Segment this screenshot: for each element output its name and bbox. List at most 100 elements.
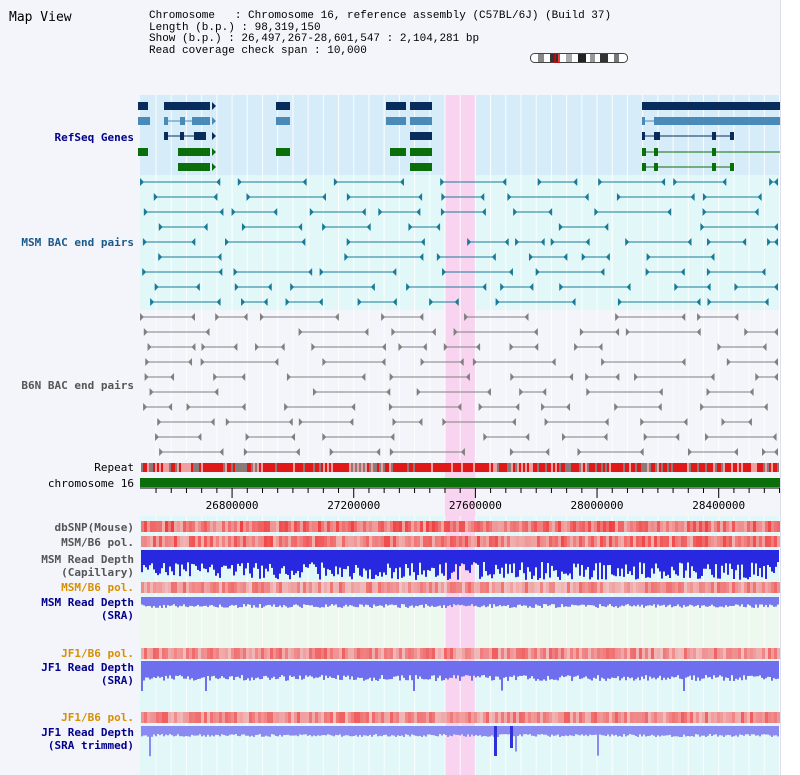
jf1-b6-pol-2-label[interactable]: JF1/B6 pol. (61, 711, 134, 724)
jf1-sra-depth-bar (217, 661, 219, 680)
jf1-b6-pol-label[interactable]: JF1/B6 pol. (61, 647, 134, 660)
jf1-trimmed-depth-bar (217, 726, 219, 735)
chromosome-label[interactable]: chromosome 16 (47, 477, 134, 490)
msm-capillary-depth-bar (193, 550, 195, 565)
b6n-bac-pair-end (214, 388, 219, 396)
msm-b6-pol-2-cell (483, 582, 486, 593)
dbsnp-cell (441, 521, 444, 532)
msm-capillary-depth-bar (395, 550, 397, 569)
msm-b6-pol-cell (288, 536, 291, 547)
msm-capillary-depth-bar (511, 550, 513, 573)
jf1-sra-depth-bar (499, 661, 501, 680)
dbsnp-cell (438, 521, 441, 532)
msm-sra-depth-bar (671, 597, 673, 608)
b6n-bac-pair-end (687, 448, 692, 456)
jf1-trimmed-depth-bar (453, 726, 455, 735)
jf1-b6-pol-cell (405, 648, 408, 659)
jf1-b6-pol-2-cell (177, 712, 180, 723)
msm-b6-pol-2-cell (294, 582, 297, 593)
msm-b6-pol-label[interactable]: MSM/B6 pol. (61, 536, 134, 549)
jf1-trimmed-depth-bar (447, 726, 449, 737)
chromosome-ideogram[interactable] (530, 53, 628, 63)
jf1-b6-pol-2-cell (594, 712, 597, 723)
refseq-label[interactable]: RefSeq Genes (54, 131, 134, 144)
jf1-trimmed-depth-bar (627, 726, 629, 736)
msm-read-depth-sra-label[interactable]: MSM Read Depth (41, 596, 134, 609)
msm-sra-depth-bar (307, 597, 309, 605)
msm-capillary-depth-bar (555, 550, 557, 571)
jf1-sra-depth-bar (289, 661, 291, 676)
msm-b6-pol-2-label[interactable]: MSM/B6 pol. (61, 581, 134, 594)
msm-b6-pol-2-cell (291, 582, 294, 593)
msm-b6-pol-2-cell (213, 582, 216, 593)
jf1-b6-pol-cell (603, 648, 606, 659)
jf1-sra-depth-bar (649, 661, 651, 677)
b6n-bac-pair-end (140, 313, 145, 321)
repeat-cell (641, 463, 643, 472)
jf1-sra-depth-bar (337, 661, 339, 676)
msm-b6-pol-2-cell (477, 582, 480, 593)
dbsnp-cell (777, 521, 780, 532)
repeat-label[interactable]: Repeat (94, 461, 134, 474)
jf1-trimmed-depth-bar (697, 726, 699, 735)
msm-sra-depth-bar (559, 597, 561, 608)
msm-b6-pol-cell (510, 536, 513, 547)
msm-b6-pol-cell (444, 536, 447, 547)
jf1-b6-pol-2-cell (489, 712, 492, 723)
right-scrollbar[interactable] (780, 0, 800, 775)
jf1-b6-pol-cell (174, 648, 177, 659)
msm-capillary-depth-bar (531, 550, 533, 579)
dbsnp-cell (666, 521, 669, 532)
b6n-bac-pair-end (389, 448, 394, 456)
jf1-sra-depth-bar (617, 661, 619, 677)
jf1-sra-depth-bar (507, 661, 509, 681)
msm-b6-pol-cell (150, 536, 153, 547)
repeat-cell (317, 463, 319, 472)
repeat-cell (773, 463, 775, 472)
msm-sra-depth-bar (147, 597, 149, 606)
jf1-b6-pol-2-cell (210, 712, 213, 723)
repeat-cell (613, 463, 615, 472)
chromosome-bar[interactable] (140, 478, 780, 487)
msm-bac-label[interactable]: MSM BAC end pairs (21, 236, 134, 249)
msm-read-depth-capillary-sub: (Capillary) (61, 566, 134, 579)
jf1-trimmed-depth-bar (145, 726, 147, 736)
msm-bac-pair-end (690, 193, 695, 201)
jf1-sra-depth-bar (235, 661, 237, 678)
b6n-bac-pair-end (291, 433, 296, 441)
msm-capillary-depth-bar (453, 550, 455, 572)
jf1-sra-depth-bar (769, 661, 771, 677)
repeat-cell (461, 463, 463, 472)
dbsnp-label[interactable]: dbSNP(Mouse) (54, 521, 134, 534)
jf1-b6-pol-2-cell (453, 712, 456, 723)
msm-b6-pol-cell (651, 536, 654, 547)
b6n-bac-pair-end (721, 418, 726, 426)
b6n-bac-pair-end (188, 358, 193, 366)
repeat-cell (521, 463, 523, 472)
repeat-cell (651, 463, 653, 472)
jf1-sra-depth-bar (657, 661, 659, 678)
msm-sra-depth-bar (241, 597, 243, 608)
msm-b6-pol-cell (369, 536, 372, 547)
dbsnp-cell (474, 521, 477, 532)
msm-read-depth-capillary-label[interactable]: MSM Read Depth (41, 553, 134, 566)
msm-bac-pair-end (558, 223, 563, 231)
b6n-bac-pair-end (544, 418, 549, 426)
jf1-b6-pol-2-cell (180, 712, 183, 723)
dbsnp-cell (468, 521, 471, 532)
jf1-b6-pol-2-cell (699, 712, 702, 723)
dbsnp-cell (411, 521, 414, 532)
jf1-b6-pol-cell (570, 648, 573, 659)
jf1-read-depth-trimmed-label[interactable]: JF1 Read Depth (41, 726, 134, 739)
jf1-sra-depth-bar (211, 661, 213, 677)
dbsnp-cell (405, 521, 408, 532)
msm-sra-depth-bar (491, 597, 493, 608)
b6n-bac-pair-end (243, 313, 248, 321)
b6n-bac-label[interactable]: B6N BAC end pairs (21, 379, 134, 392)
jf1-read-depth-label[interactable]: JF1 Read Depth (41, 661, 134, 674)
dbsnp-cell (744, 521, 747, 532)
jf1-trimmed-depth-bar (197, 726, 199, 736)
msm-b6-pol-2-cell (279, 582, 282, 593)
msm-capillary-depth-bar (241, 550, 243, 564)
